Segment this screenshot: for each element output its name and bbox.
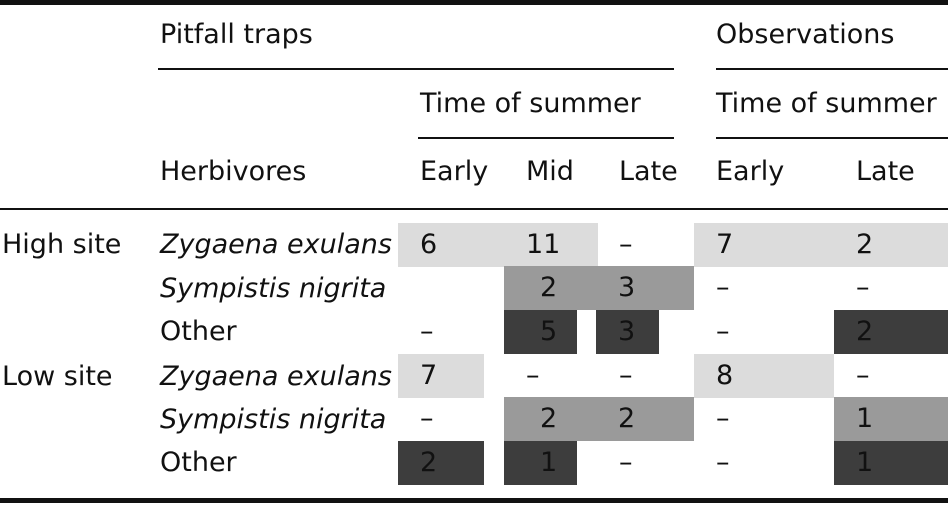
value-cell: 2 [504, 266, 694, 310]
value-cell: 8 [694, 354, 834, 398]
bottom-rule [0, 498, 948, 503]
herbivore-label: Zygaena exulans [160, 361, 392, 392]
value-cell: 1 [834, 397, 948, 441]
col-early-obs: Early [716, 156, 785, 187]
value-cell: 7 [694, 223, 948, 267]
header-bottom-rule [0, 208, 948, 210]
col-late-obs: Late [856, 156, 915, 187]
herbivore-label: Zygaena exulans [160, 229, 392, 260]
value-cell: 2 [398, 441, 484, 485]
value-cell: – [526, 360, 540, 391]
pitfall-underline [158, 68, 674, 70]
time-obs-underline [716, 137, 948, 139]
value-cell: 11 [526, 229, 561, 260]
value-cell: – [420, 316, 434, 347]
pitfall-traps-heading: Pitfall traps [160, 19, 313, 50]
observations-underline [716, 68, 948, 70]
site-label-low: Low site [2, 361, 113, 392]
value-cell: 2 [856, 229, 874, 260]
value-cell: – [856, 360, 870, 391]
value-cell: 3 [596, 310, 659, 354]
value-cell: 2 [618, 403, 636, 434]
value-cell: – [856, 272, 870, 303]
herbivores-heading: Herbivores [160, 156, 307, 187]
col-late-pitfall: Late [619, 156, 678, 187]
value-cell: – [619, 360, 633, 391]
value-cell: – [716, 403, 730, 434]
value-cell: – [716, 272, 730, 303]
value-cell: 7 [398, 354, 484, 398]
value-cell: – [619, 229, 633, 260]
value-cell: 5 [504, 310, 577, 354]
value-cell: 1 [504, 441, 577, 485]
value-cell: 3 [618, 272, 636, 303]
value-cell: – [619, 447, 633, 478]
value-cell: – [716, 447, 730, 478]
time-of-summer-obs: Time of summer [716, 88, 937, 119]
herbivore-label: Other [160, 447, 237, 478]
value-cell: 2 [834, 310, 948, 354]
col-early-pitfall: Early [420, 156, 489, 187]
herbivore-label: Sympistis nigrita [160, 404, 387, 435]
value-cell: 1 [834, 441, 948, 485]
col-mid-pitfall: Mid [526, 156, 574, 187]
time-of-summer-pitfall: Time of summer [420, 88, 641, 119]
value-cell: – [420, 403, 434, 434]
observations-heading: Observations [716, 19, 895, 50]
value-cell: 2 [504, 397, 694, 441]
herbivore-label: Sympistis nigrita [160, 273, 387, 304]
value-cell: – [716, 316, 730, 347]
site-label-high: High site [2, 229, 122, 260]
herbivore-label: Other [160, 316, 237, 347]
value-cell: 6 [398, 223, 598, 267]
top-rule [0, 0, 948, 5]
time-pitfall-underline [418, 137, 674, 139]
